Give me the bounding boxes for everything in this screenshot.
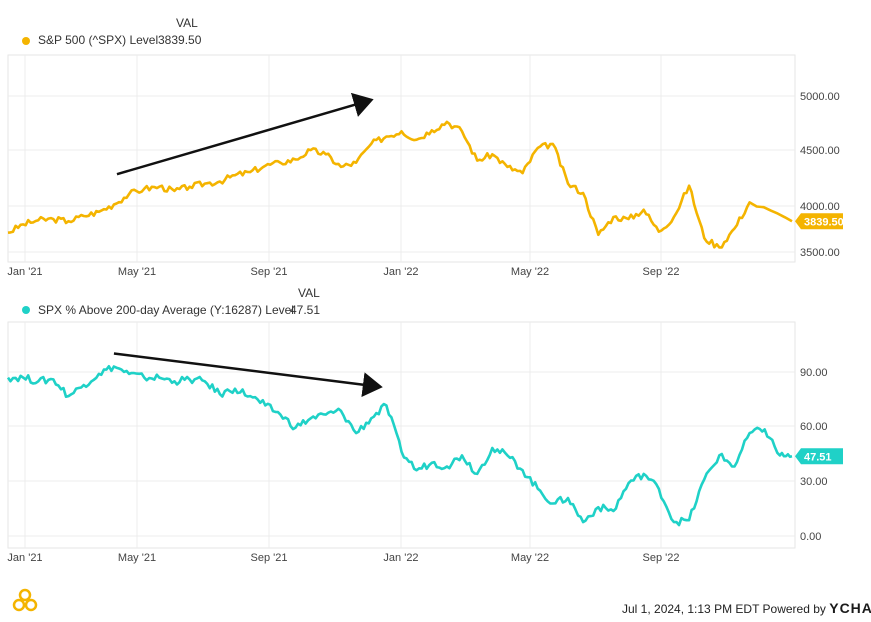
footer: Jul 1, 2024, 1:13 PM EDT Powered by YCHA… — [622, 600, 871, 616]
x-tick-label: May '21 — [118, 266, 156, 278]
ycharts-brand[interactable]: YCHARTS — [829, 600, 871, 616]
y-tick-label: 4500.00 — [800, 145, 840, 157]
y-tick-label: 5000.00 — [800, 91, 840, 103]
last-value-flag — [795, 213, 843, 230]
series-name: SPX % Above 200-day Average (Y:16287) Le… — [38, 303, 294, 317]
y-tick-label: 90.00 — [800, 367, 828, 379]
y-tick-label: 0.00 — [800, 531, 821, 543]
series-line — [7, 120, 793, 249]
x-tick-label: Jan '21 — [7, 552, 42, 564]
last-value-label: 47.51 — [804, 451, 832, 463]
x-tick-label: Sep '21 — [251, 552, 288, 564]
last-value-label: 3839.50 — [804, 216, 844, 228]
series-line — [6, 365, 793, 527]
series-dot-icon — [22, 37, 30, 45]
series-value: 47.51 — [290, 303, 321, 317]
x-tick-label: Sep '22 — [643, 552, 680, 564]
last-value-flag — [795, 448, 843, 465]
x-tick-label: Jan '22 — [383, 266, 418, 278]
y-tick-label: 60.00 — [800, 421, 828, 433]
ycharts-logo-icon — [12, 588, 38, 612]
x-tick-label: Jan '21 — [7, 266, 42, 278]
x-tick-label: May '22 — [511, 266, 549, 278]
legend-val-header: VAL — [298, 286, 320, 300]
trend-arrow — [116, 92, 374, 176]
footer-timestamp: Jul 1, 2024, 1:13 PM EDT Powered by — [622, 602, 826, 616]
x-tick-label: May '22 — [511, 552, 549, 564]
y-tick-label: 4000.00 — [800, 201, 840, 213]
series-name: S&P 500 (^SPX) Level — [38, 33, 159, 47]
y-tick-label: 3500.00 — [800, 247, 840, 259]
legend-val-header: VAL — [176, 16, 198, 30]
series-value: 3839.50 — [158, 33, 202, 47]
x-tick-label: May '21 — [118, 552, 156, 564]
x-tick-label: Jan '22 — [383, 552, 418, 564]
trend-arrow — [113, 352, 383, 398]
series-dot-icon — [22, 306, 30, 314]
x-tick-label: Sep '21 — [251, 266, 288, 278]
y-tick-label: 30.00 — [800, 476, 828, 488]
x-tick-label: Sep '22 — [643, 266, 680, 278]
